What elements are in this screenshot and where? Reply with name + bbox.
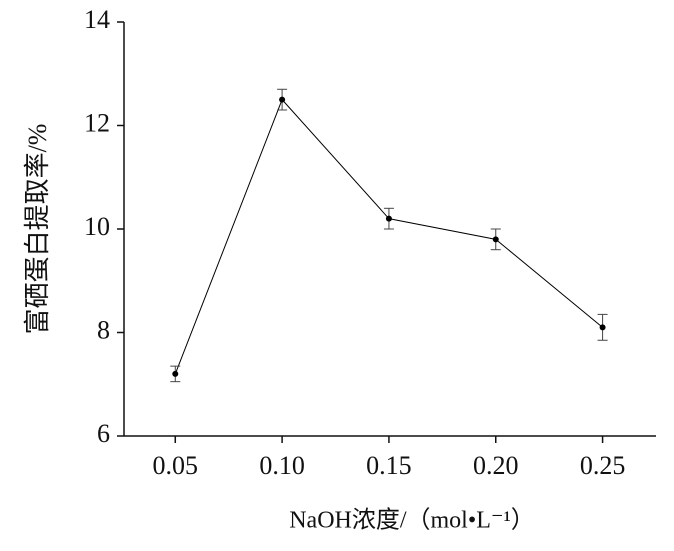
x-tick-label: 0.20: [473, 451, 519, 480]
y-tick-label: 6: [97, 419, 110, 448]
data-point: [492, 236, 499, 243]
y-tick-label: 12: [84, 108, 110, 137]
data-point: [385, 215, 392, 222]
y-tick-label: 8: [97, 315, 110, 344]
data-point: [172, 370, 179, 377]
x-axis-label: NaOH浓度/（mol•L⁻¹）: [289, 507, 535, 534]
x-tick-label: 0.10: [259, 451, 305, 480]
x-tick-label: 0.05: [153, 451, 199, 480]
data-point: [599, 324, 606, 331]
data-line: [174, 98, 603, 375]
x-tick-label: 0.25: [580, 451, 626, 480]
x-tick-label: 0.15: [366, 451, 412, 480]
y-tick-label: 10: [84, 212, 110, 241]
y-axis-label: 富硒蛋白提取率/%: [23, 124, 52, 335]
y-tick-label: 14: [84, 5, 110, 34]
data-point: [279, 96, 286, 103]
